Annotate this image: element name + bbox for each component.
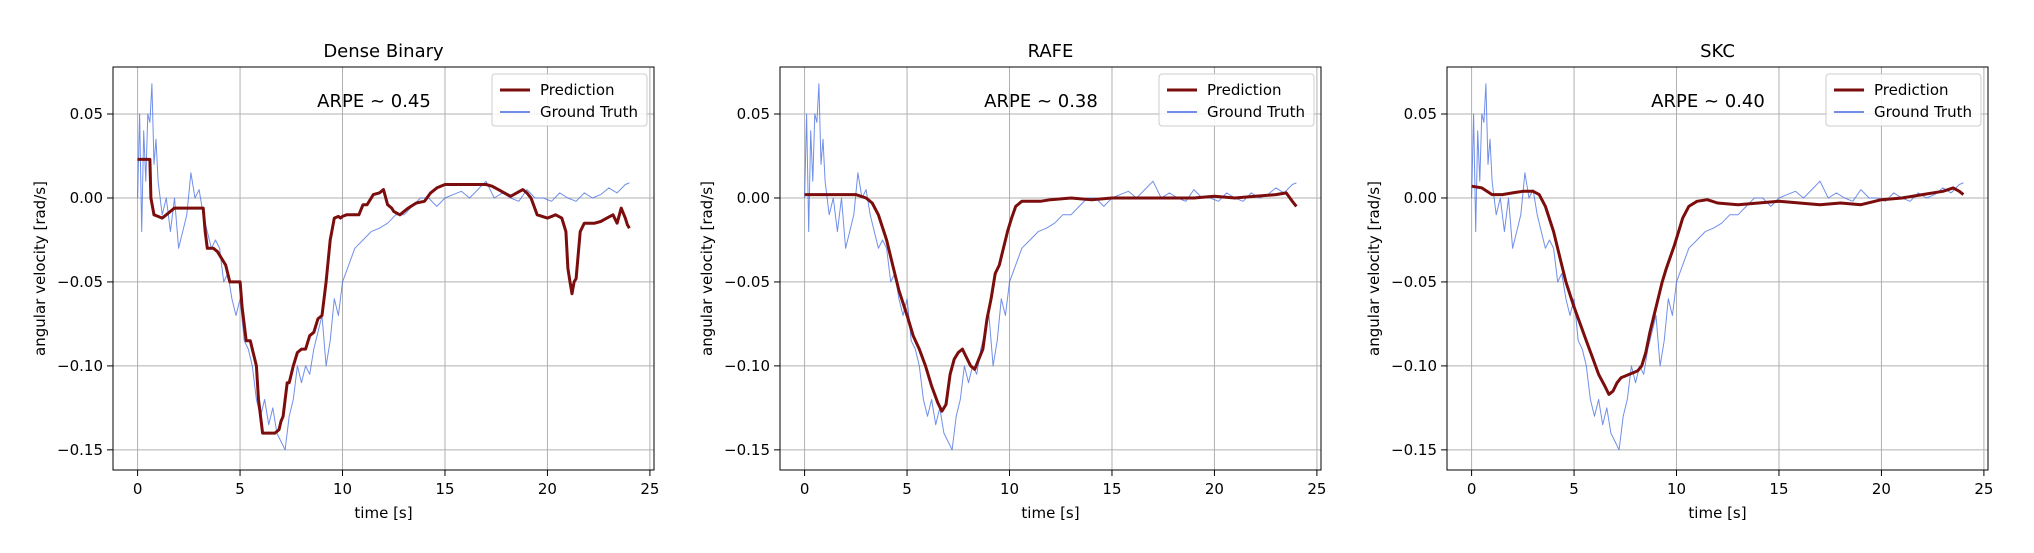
y-tick-label: 0.00 bbox=[737, 189, 770, 207]
arpe-annotation: ARPE ~ 0.45 bbox=[317, 91, 431, 112]
prediction-line bbox=[137, 157, 631, 435]
legend-label: Ground Truth bbox=[1207, 103, 1305, 121]
chart-panel: 0 5 10 15 20 25 0.05 0.00 −0.05 −0.10 −0.15 SKC time… bbox=[1365, 41, 1993, 522]
plot-area-frame bbox=[1446, 66, 1989, 471]
x-tick-label: 0 bbox=[800, 480, 810, 498]
x-tick-label: 15 bbox=[1102, 480, 1121, 498]
legend-frame bbox=[1158, 73, 1315, 127]
grid-lines bbox=[1447, 67, 1988, 470]
legend-frame bbox=[1825, 73, 1982, 127]
y-tick-label: −0.05 bbox=[57, 273, 103, 291]
x-tick-label: 10 bbox=[333, 480, 352, 498]
y-tick-label: 0.05 bbox=[737, 105, 770, 123]
x-tick-label: 15 bbox=[435, 480, 454, 498]
ground-truth-line bbox=[804, 83, 1297, 451]
plot-area-frame bbox=[779, 66, 1322, 471]
x-tick-label: 25 bbox=[640, 480, 659, 498]
legend-label: Prediction bbox=[1874, 81, 1949, 99]
ground-truth-line bbox=[1471, 83, 1964, 451]
y-tick-label: 0.05 bbox=[1404, 105, 1437, 123]
x-tick-label: 15 bbox=[1769, 480, 1788, 498]
grid-lines bbox=[780, 67, 1321, 470]
legend-label: Prediction bbox=[1207, 81, 1282, 99]
x-tick-label: 25 bbox=[1974, 480, 1993, 498]
y-tick-label: −0.05 bbox=[724, 273, 770, 291]
y-tick-label: −0.15 bbox=[1391, 441, 1437, 459]
grid-lines bbox=[113, 67, 654, 470]
legend-label: Ground Truth bbox=[1874, 103, 1972, 121]
x-axis-label: time [s] bbox=[1021, 504, 1079, 522]
y-tick-label: −0.05 bbox=[1391, 273, 1437, 291]
x-tick-label: 5 bbox=[1569, 480, 1579, 498]
chart-panel: 0 5 10 15 20 25 0.05 0.00 −0.05 −0.10 −0.15 RAFE tim… bbox=[698, 41, 1326, 522]
x-tick-label: 25 bbox=[1307, 480, 1326, 498]
legend-label: Ground Truth bbox=[540, 103, 638, 121]
chart-title: Dense Binary bbox=[323, 41, 444, 62]
y-tick-label: −0.10 bbox=[1391, 357, 1437, 375]
prediction-line bbox=[1471, 184, 1965, 396]
x-tick-label: 20 bbox=[538, 480, 557, 498]
x-tick-label: 10 bbox=[1667, 480, 1686, 498]
y-axis-label: angular velocity [rad/s] bbox=[1365, 181, 1383, 356]
plot-area-frame bbox=[112, 66, 655, 471]
legend: Prediction Ground Truth bbox=[491, 73, 648, 127]
legend-label: Prediction bbox=[540, 81, 615, 99]
x-tick-label: 5 bbox=[902, 480, 912, 498]
y-axis-label: angular velocity [rad/s] bbox=[31, 181, 49, 356]
y-tick-label: −0.15 bbox=[724, 441, 770, 459]
x-tick-label: 0 bbox=[133, 480, 143, 498]
x-tick-label: 5 bbox=[235, 480, 245, 498]
y-tick-label: −0.10 bbox=[57, 357, 103, 375]
legend-frame bbox=[491, 73, 648, 127]
y-tick-label: 0.00 bbox=[1404, 189, 1437, 207]
y-tick-label: −0.15 bbox=[57, 441, 103, 459]
ground-truth-line bbox=[137, 83, 630, 451]
x-tick-label: 0 bbox=[1467, 480, 1477, 498]
x-tick-label: 20 bbox=[1872, 480, 1891, 498]
arpe-annotation: ARPE ~ 0.38 bbox=[984, 91, 1098, 112]
arpe-annotation: ARPE ~ 0.40 bbox=[1651, 91, 1765, 112]
legend: Prediction Ground Truth bbox=[1825, 73, 1982, 127]
chart-panel: 0 5 10 15 20 25 0.05 0.00 −0.05 −0.10 −0.15 Dense B… bbox=[31, 41, 659, 522]
y-tick-label: 0.05 bbox=[70, 105, 103, 123]
x-axis-label: time [s] bbox=[1688, 504, 1746, 522]
y-axis-label: angular velocity [rad/s] bbox=[698, 181, 716, 356]
x-axis-label: time [s] bbox=[354, 504, 412, 522]
prediction-line bbox=[804, 191, 1298, 413]
x-tick-label: 20 bbox=[1205, 480, 1224, 498]
y-tick-label: −0.10 bbox=[724, 357, 770, 375]
x-tick-label: 10 bbox=[1000, 480, 1019, 498]
chart-title: RAFE bbox=[1028, 41, 1074, 62]
legend: Prediction Ground Truth bbox=[1158, 73, 1315, 127]
y-tick-label: 0.00 bbox=[70, 189, 103, 207]
chart-title: SKC bbox=[1700, 41, 1735, 62]
